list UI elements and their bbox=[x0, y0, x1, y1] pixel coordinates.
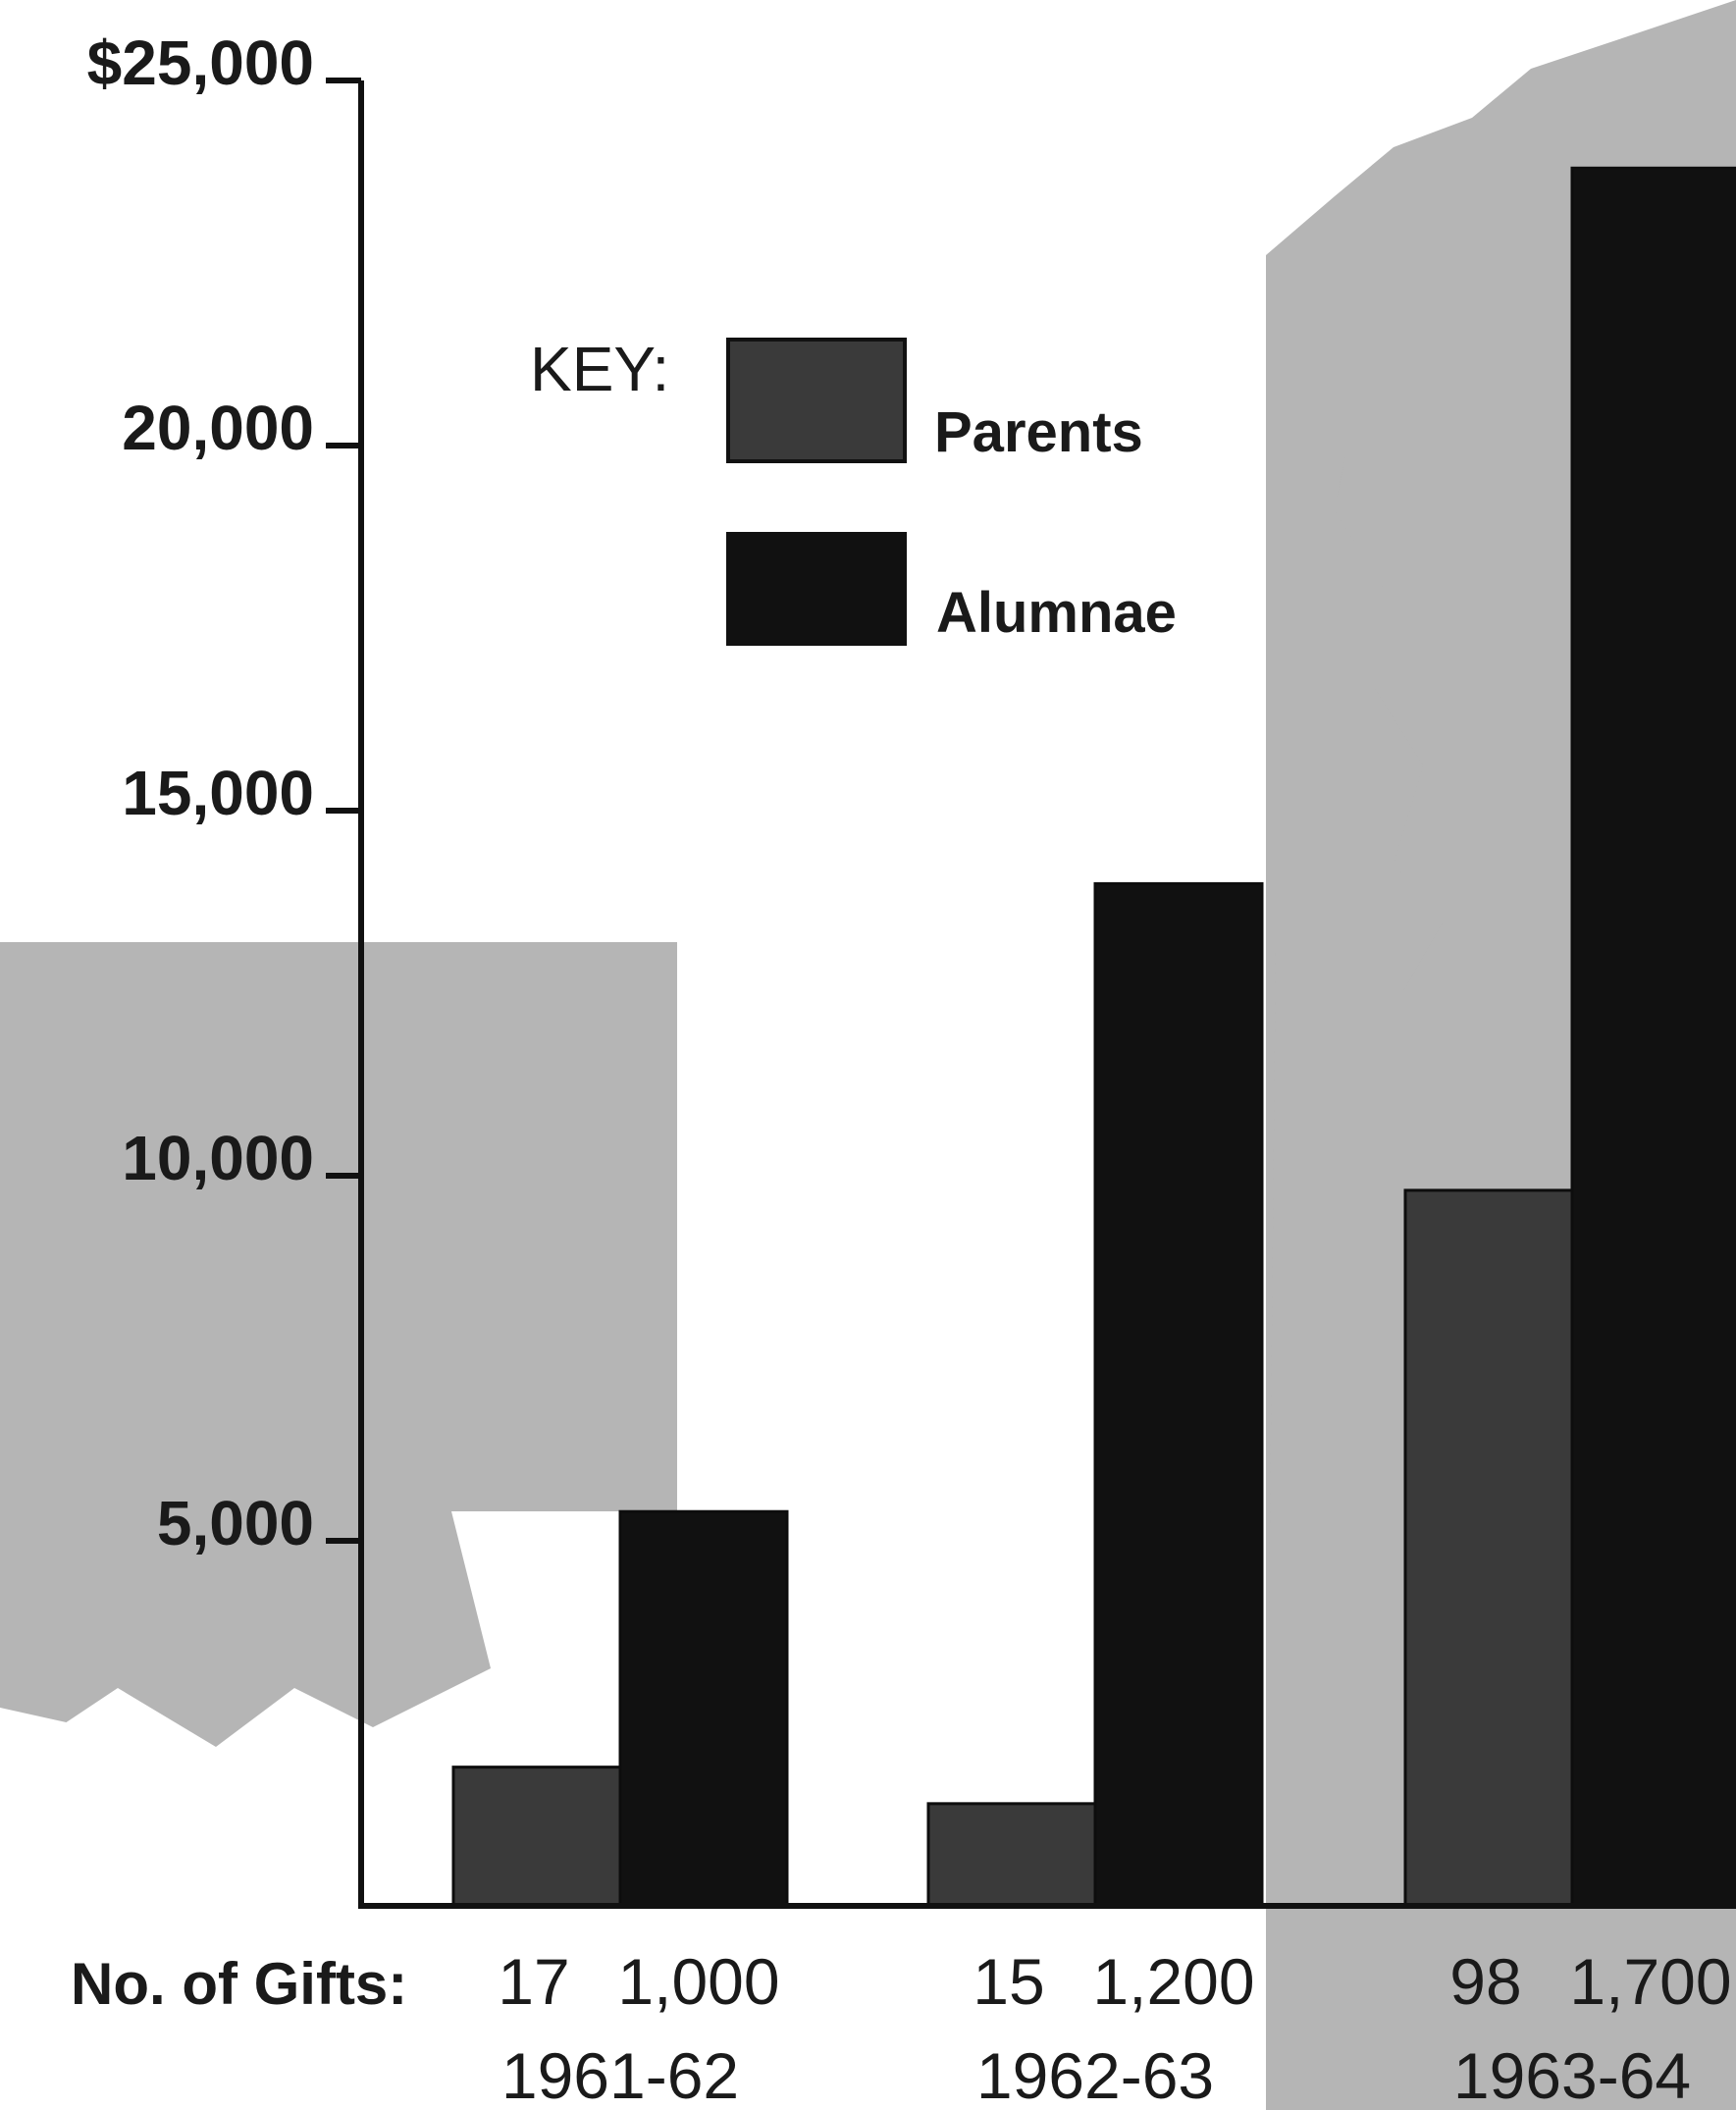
gift-count-alumnae: 1,700 bbox=[1569, 1945, 1731, 2018]
bar-parents-1961-62 bbox=[451, 1766, 622, 1908]
bar-alumnae-1963-64 bbox=[1570, 166, 1736, 1908]
y-tick-label: 20,000 bbox=[122, 393, 314, 463]
gift-count-alumnae: 1,200 bbox=[1092, 1945, 1254, 2018]
bar-parents-1962-63 bbox=[926, 1802, 1097, 1908]
axes-layer bbox=[358, 80, 1736, 1909]
legend-label-alumnae: Alumnae bbox=[936, 581, 1177, 645]
legend-swatch-parents bbox=[726, 338, 907, 463]
bar-parents-1963-64 bbox=[1403, 1188, 1574, 1908]
y-tick-label: 10,000 bbox=[122, 1123, 314, 1193]
gift-count-parents: 98 bbox=[1449, 1945, 1521, 2018]
bar-alumnae-1961-62 bbox=[618, 1509, 789, 1908]
legend-swatch-alumnae bbox=[726, 532, 907, 646]
gift-count-parents: 15 bbox=[973, 1945, 1044, 2018]
bar-alumnae-1962-63 bbox=[1093, 881, 1264, 1908]
y-tick-label: 5,000 bbox=[157, 1488, 314, 1558]
y-ticks: 5,000 10,000 15,000 20,000 $25,000 bbox=[87, 27, 361, 1558]
category-labels: 17 1,000 1961-62 15 1,200 1962-63 98 1,700 1963-… bbox=[498, 1945, 1731, 2110]
legend: KEY: Parents Alumnae bbox=[530, 334, 1177, 646]
y-tick-label: $25,000 bbox=[87, 27, 314, 98]
gift-count-alumnae: 1,000 bbox=[617, 1945, 779, 2018]
y-tick-label: 15,000 bbox=[122, 758, 314, 828]
category-label: 1961-62 bbox=[501, 2039, 739, 2110]
gifts-label: No. of Gifts: bbox=[71, 1951, 407, 2017]
legend-label-parents: Parents bbox=[934, 400, 1143, 464]
category-label: 1962-63 bbox=[976, 2039, 1214, 2110]
bars-layer bbox=[451, 166, 1736, 1908]
legend-key-label: KEY: bbox=[530, 334, 669, 404]
category-label: 1963-64 bbox=[1453, 2039, 1691, 2110]
gift-count-parents: 17 bbox=[498, 1945, 569, 2018]
